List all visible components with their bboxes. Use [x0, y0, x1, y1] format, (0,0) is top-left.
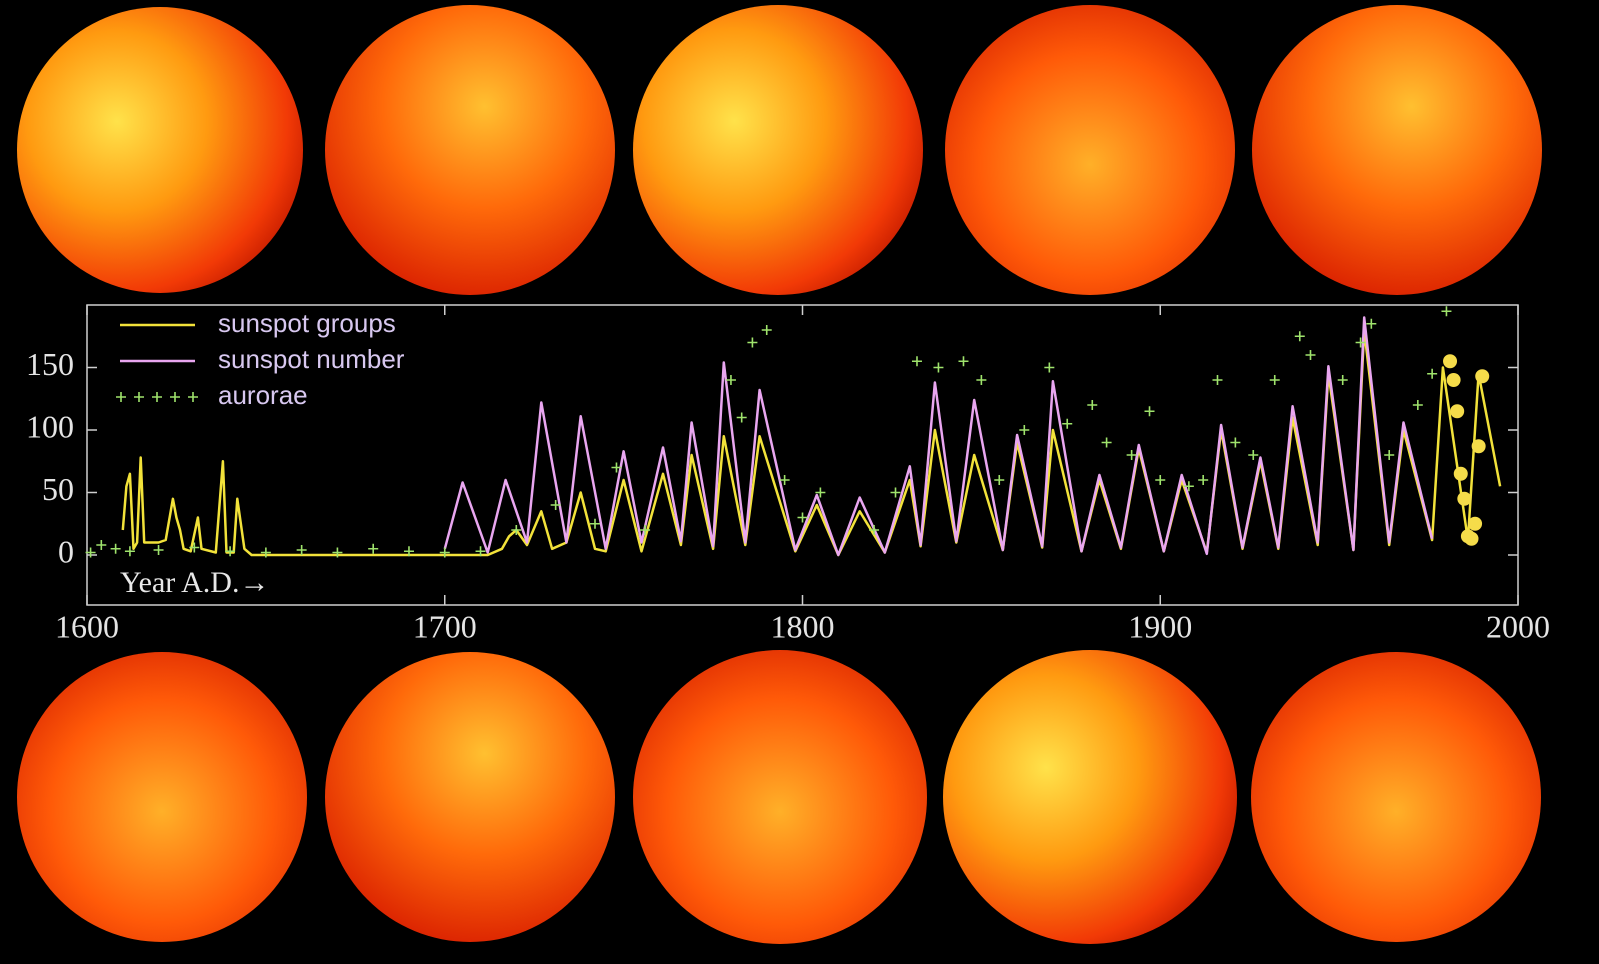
data-dot — [1464, 532, 1478, 546]
x-tick-label: 1800 — [771, 608, 835, 644]
data-dot — [1443, 354, 1457, 368]
data-dot — [1472, 439, 1486, 453]
data-dot — [1454, 467, 1468, 481]
data-dot — [1457, 492, 1471, 506]
sun-image — [325, 5, 615, 295]
chart: Year A.D.→ 1600 1700 1800 1900 2000 0 50 100 150… — [0, 0, 1599, 964]
data-dot — [1447, 373, 1461, 387]
y-tick-label: 0 — [58, 533, 74, 569]
sun-images-top — [17, 5, 1542, 295]
legend-label: aurorae — [218, 380, 308, 410]
y-tick-label: 100 — [26, 408, 74, 444]
sun-image — [943, 650, 1237, 944]
sun-image — [945, 5, 1235, 295]
data-dot — [1475, 369, 1489, 383]
y-tick-label: 150 — [26, 346, 74, 382]
x-axis-label: Year A.D.→ — [120, 566, 269, 599]
x-tick-label: 1600 — [55, 608, 119, 644]
sun-images-bottom — [17, 650, 1541, 944]
sun-image — [633, 5, 923, 295]
sun-image — [1252, 5, 1542, 295]
legend-label: sunspot number — [218, 344, 405, 374]
sun-image — [633, 650, 927, 944]
x-tick-label: 1900 — [1128, 608, 1192, 644]
x-tick-label: 1700 — [413, 608, 477, 644]
sun-image — [325, 652, 615, 942]
sun-image — [1251, 652, 1541, 942]
legend-label: sunspot groups — [218, 308, 396, 338]
y-tick-label: 50 — [42, 471, 74, 507]
data-dot — [1468, 517, 1482, 531]
sun-image — [17, 7, 303, 293]
data-dot — [1450, 404, 1464, 418]
x-tick-label: 2000 — [1486, 608, 1550, 644]
sun-image — [17, 652, 307, 942]
